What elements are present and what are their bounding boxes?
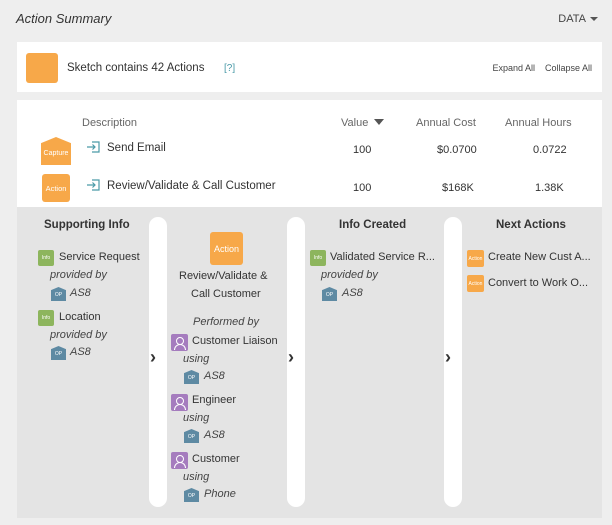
info-icon: Info xyxy=(38,250,54,266)
system-op-icon: OP xyxy=(51,346,66,360)
row-description: Review/Validate & Call Customer xyxy=(107,180,276,192)
supporting-info-title: Supporting Info xyxy=(44,219,130,231)
action-icon: Action xyxy=(467,250,484,267)
chevron-down-icon xyxy=(590,17,598,21)
row-annual-cost: $0.0700 xyxy=(437,144,477,156)
column-divider xyxy=(444,217,462,507)
collapse-all-link[interactable]: Collapse All xyxy=(544,63,592,73)
next-action-link[interactable]: Create New Cust A... xyxy=(488,251,591,263)
provided-by-label: provided by xyxy=(50,269,107,281)
table-row[interactable]: Capture Send Email 100 $0.0700 0.0722 xyxy=(17,135,602,171)
system-op-icon: OP xyxy=(184,370,199,384)
header: Action Summary DATA xyxy=(0,0,612,40)
using-label: using xyxy=(183,471,210,483)
person-icon xyxy=(171,452,188,469)
expand-all-link[interactable]: Expand All xyxy=(492,63,535,73)
data-menu-label: DATA xyxy=(558,13,586,25)
action-icon: Action xyxy=(210,232,243,265)
system-op-icon: OP xyxy=(322,287,337,301)
page-title: Action Summary xyxy=(16,11,112,26)
column-header-annual-cost[interactable]: Annual Cost xyxy=(416,117,476,129)
input-arrow-icon xyxy=(87,141,100,153)
system-name: Phone xyxy=(204,488,236,500)
action-table-card: Description Value Annual Cost Annual Hou… xyxy=(17,100,602,518)
row-value: 100 xyxy=(353,182,372,194)
chevron-right-icon: › xyxy=(288,347,294,367)
provided-by-label: provided by xyxy=(50,329,107,341)
row-value: 100 xyxy=(353,144,372,156)
performer-name[interactable]: Customer xyxy=(192,453,240,465)
column-header-annual-hours[interactable]: Annual Hours xyxy=(505,117,572,129)
info-item-name[interactable]: Service Request xyxy=(59,251,140,263)
system-op-icon: OP xyxy=(184,488,199,502)
system-op-icon: OP xyxy=(51,287,66,301)
sort-descending-icon xyxy=(374,119,385,125)
input-arrow-icon xyxy=(87,179,100,191)
performer-name[interactable]: Customer Liaison xyxy=(192,335,278,347)
table-row[interactable]: Action Review/Validate & Call Customer 1… xyxy=(17,173,602,209)
column-header-description[interactable]: Description xyxy=(82,117,138,129)
info-item-name[interactable]: Validated Service R... xyxy=(330,251,435,263)
system-name: AS8 xyxy=(204,429,225,441)
system-name: AS8 xyxy=(204,370,225,382)
row-annual-hours: 0.0722 xyxy=(533,144,567,156)
info-created-title: Info Created xyxy=(339,219,407,231)
performed-by-label: Performed by xyxy=(193,316,260,328)
info-item-name[interactable]: Location xyxy=(59,311,101,323)
capture-badge-icon: Capture xyxy=(41,137,71,165)
next-action-link[interactable]: Convert to Work O... xyxy=(488,277,589,289)
person-icon xyxy=(171,394,188,411)
action-badge-icon: Action xyxy=(42,174,70,202)
action-detail-panel: › › › Supporting Info Info Service Reque… xyxy=(17,207,602,518)
chevron-right-icon: › xyxy=(150,347,156,367)
using-label: using xyxy=(183,353,210,365)
person-icon xyxy=(171,334,188,351)
next-actions-title: Next Actions xyxy=(496,219,566,231)
chevron-right-icon: › xyxy=(445,347,451,367)
provided-by-label: provided by xyxy=(321,269,378,281)
sketch-summary-bar: Sketch contains 42 Actions [?] Expand Al… xyxy=(17,42,602,92)
column-divider xyxy=(287,217,305,507)
sketch-count-text: Sketch contains 42 Actions xyxy=(67,62,205,74)
using-label: using xyxy=(183,412,210,424)
column-divider xyxy=(149,217,167,507)
data-menu-button[interactable]: DATA xyxy=(558,13,598,25)
info-icon: Info xyxy=(38,310,54,326)
action-name-line1: Review/Validate & xyxy=(179,270,268,282)
column-header-value-label: Value xyxy=(341,117,369,129)
performer-name[interactable]: Engineer xyxy=(192,394,237,406)
sketch-icon xyxy=(26,53,58,83)
action-name-line2: Call Customer xyxy=(191,288,261,300)
system-name: AS8 xyxy=(70,346,91,358)
action-icon: Action xyxy=(467,275,484,292)
info-icon: Info xyxy=(310,250,326,266)
column-header-value[interactable]: Value xyxy=(341,117,385,129)
system-op-icon: OP xyxy=(184,429,199,443)
system-name: AS8 xyxy=(342,287,363,299)
row-annual-hours: 1.38K xyxy=(535,182,564,194)
help-link[interactable]: [?] xyxy=(224,63,236,74)
system-name: AS8 xyxy=(70,287,91,299)
row-description: Send Email xyxy=(107,142,166,154)
row-annual-cost: $168K xyxy=(442,182,474,194)
